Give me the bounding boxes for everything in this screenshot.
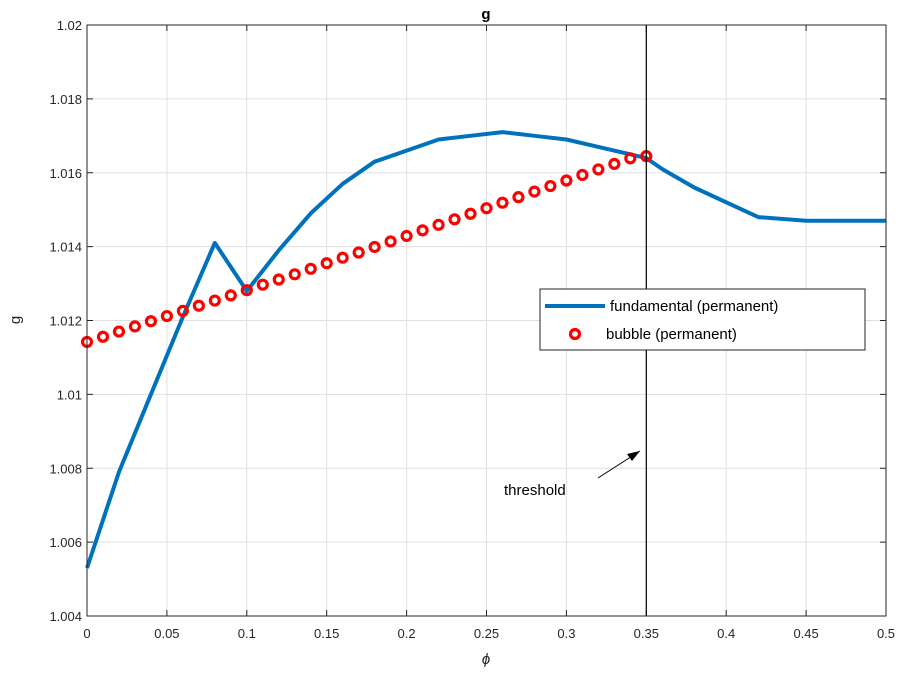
bubble-point	[624, 152, 637, 165]
bubble-point	[352, 246, 365, 259]
bubble-point	[112, 325, 126, 338]
threshold-arrow-head	[627, 451, 640, 461]
bubble-point	[480, 202, 493, 215]
plot-frame	[86, 24, 887, 617]
x-tick-label: 0	[83, 626, 90, 641]
bubble-point	[608, 157, 621, 170]
bubble-point	[320, 257, 333, 270]
x-tick-label: 0.25	[474, 626, 499, 641]
bubble-point	[368, 240, 381, 254]
bubble-point	[272, 273, 285, 286]
bubble-point	[384, 235, 397, 248]
bubble-point	[496, 196, 509, 209]
bubble-point	[512, 191, 525, 204]
x-ticks: 0 0.05 0.1 0.15 0.2 0.25 0.3 0.35 0.4 0.45 0.5	[83, 25, 895, 641]
y-tick-label: 1.012	[49, 314, 82, 329]
bubble-point	[448, 213, 461, 226]
threshold-label: threshold	[504, 482, 566, 499]
y-tick-label: 1.02	[57, 18, 82, 33]
legend-label-fundamental: fundamental (permanent)	[610, 298, 778, 315]
bubble-point	[464, 207, 477, 220]
bubble-point	[192, 299, 205, 312]
x-tick-label: 0.3	[557, 626, 575, 641]
chart-title: g	[481, 6, 490, 23]
bubble-point	[336, 251, 349, 264]
bubble-point	[96, 330, 110, 343]
bubble-point	[560, 174, 573, 187]
y-ticks: 1.004 1.006 1.008 1.01 1.012 1.014 1.016 1.018 1…	[49, 18, 886, 624]
x-tick-label: 0.4	[717, 626, 735, 641]
bubble-point	[240, 284, 253, 297]
bubble-point	[208, 294, 221, 307]
bubble-point	[592, 163, 605, 176]
x-tick-label: 0.1	[238, 626, 256, 641]
bubble-point	[432, 218, 445, 231]
x-tick-label: 0.35	[634, 626, 659, 641]
bubble-point	[288, 268, 301, 281]
legend-label-bubble: bubble (permanent)	[606, 326, 737, 343]
legend-swatch-bubble	[568, 327, 582, 341]
bubble-point	[304, 262, 317, 275]
x-axis-label: ϕ	[482, 651, 490, 668]
bubble-point	[256, 278, 269, 291]
bubble-point	[128, 320, 142, 333]
legend-box	[539, 288, 866, 351]
x-tick-label: 0.15	[314, 626, 339, 641]
x-tick-label: 0.5	[877, 626, 895, 641]
bubble-point	[544, 179, 557, 193]
bubble-point	[160, 309, 173, 323]
bubble-point	[176, 304, 189, 317]
y-tick-label: 1.006	[49, 535, 82, 550]
bubble-point	[576, 168, 589, 182]
y-tick-label: 1.01	[57, 387, 82, 402]
x-tick-label: 0.05	[154, 626, 179, 641]
y-axis-label: g	[7, 316, 24, 324]
y-tick-label: 1.016	[49, 166, 82, 181]
x-tick-label: 0.2	[398, 626, 416, 641]
threshold-annotation: threshold	[504, 450, 641, 499]
y-tick-label: 1.014	[49, 240, 82, 255]
bubble-point	[400, 229, 413, 243]
bubble-point	[416, 224, 429, 237]
series-line-fundamental	[85, 130, 886, 569]
bubble-point	[224, 289, 237, 302]
y-tick-label: 1.004	[49, 609, 82, 624]
series-layer	[80, 130, 886, 569]
legend: fundamental (permanent) bubble (permanen…	[539, 288, 866, 351]
y-tick-label: 1.008	[49, 461, 82, 476]
bubble-point	[144, 315, 158, 328]
y-tick-label: 1.018	[49, 92, 82, 107]
x-tick-label: 0.45	[793, 626, 818, 641]
bubble-point	[528, 185, 541, 198]
